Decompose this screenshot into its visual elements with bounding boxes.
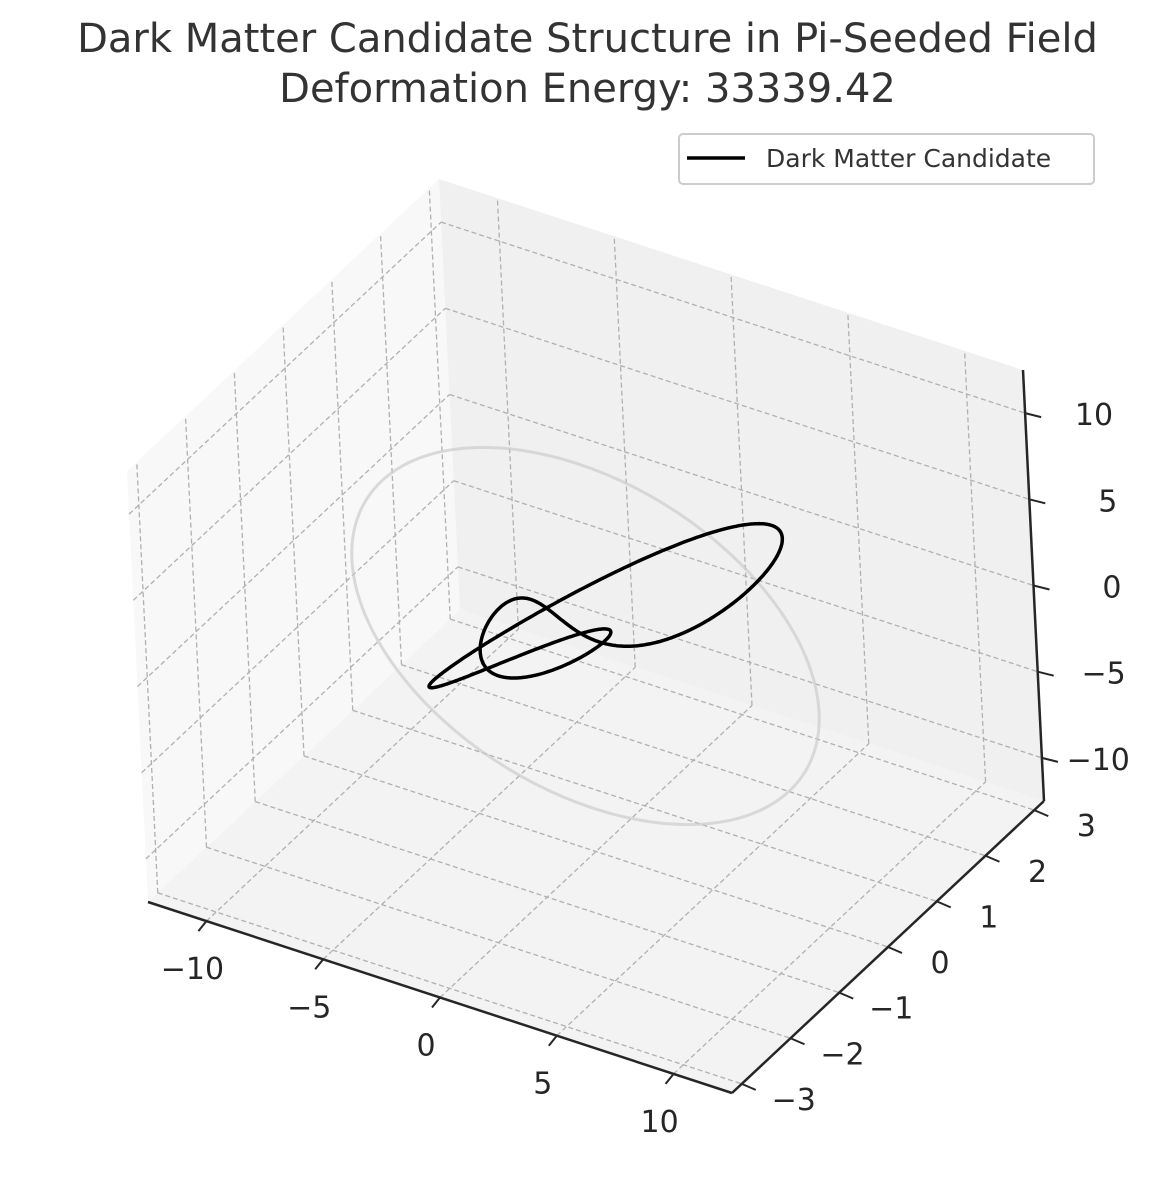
grid-back-z (453, 480, 1038, 673)
pane-left (127, 179, 460, 902)
x-tick-label: 0 (416, 1029, 435, 1064)
y-tick-mark (790, 1037, 805, 1046)
y-tick-mark (936, 900, 952, 909)
grid-left-z (137, 394, 450, 687)
z-tick-label: −5 (1081, 657, 1125, 692)
legend-label: Dark Matter Candidate (766, 144, 1051, 173)
grid-left-z (145, 566, 459, 860)
x-tick-mark (431, 996, 441, 1009)
z-tick-label: 5 (1098, 484, 1117, 519)
z-tick-mark (1037, 670, 1054, 677)
y-tick-label: 0 (930, 946, 949, 981)
z-tick-label: −10 (1067, 743, 1130, 778)
grid-back-z (445, 307, 1030, 500)
x-tick-mark (197, 920, 208, 932)
series-dark-matter-candidate (427, 521, 785, 690)
y-tick-label: 2 (1028, 855, 1047, 890)
x-tick-label: 10 (641, 1105, 679, 1140)
grid-back-z (440, 221, 1026, 414)
grid-floor-x (673, 781, 987, 1075)
z-tick-mark (1024, 412, 1042, 419)
grid-floor-y (206, 846, 791, 1039)
series-ring (350, 445, 821, 827)
grid-floor-y (450, 618, 1035, 811)
x-tick-label: −5 (287, 990, 331, 1025)
grid-left-z (132, 307, 446, 601)
y-tick-label: −3 (772, 1083, 816, 1118)
y-tick-label: 3 (1077, 809, 1096, 844)
y-tick-mark (741, 1082, 757, 1091)
grid-floor-y (352, 709, 937, 902)
y-tick-label: −2 (820, 1037, 864, 1072)
grid-floor-x (556, 743, 870, 1037)
legend-box (678, 133, 1095, 185)
y-tick-mark (838, 991, 854, 1000)
legend: Dark Matter Candidate (678, 133, 1095, 185)
y-tick-mark (985, 854, 1000, 863)
grid-floor-y (401, 664, 986, 857)
grid-back-z (449, 393, 1034, 587)
z-tick-label: 10 (1075, 398, 1113, 433)
grid-floor-y (255, 801, 840, 994)
y-tick-label: 1 (979, 900, 998, 935)
z-tick-mark (1041, 756, 1059, 763)
y-tick-mark (1033, 809, 1049, 818)
grid-back-z (457, 566, 1043, 759)
y-tick-mark (887, 946, 903, 954)
x-tick-mark (314, 958, 324, 970)
z-tick-mark (1033, 584, 1050, 591)
chart-subtitle: Deformation Energy: 33339.42 (279, 66, 896, 112)
grid-left-z (128, 221, 442, 515)
grid-left-z (141, 480, 455, 774)
x-tick-label: 5 (533, 1067, 552, 1102)
grid-floor-x (439, 705, 753, 998)
chart-title: Dark Matter Candidate Structure in Pi-Se… (77, 16, 1098, 62)
x-tick-mark (664, 1073, 675, 1085)
grid-floor-y (157, 892, 742, 1085)
grid-lines (128, 188, 1043, 1085)
z-tick-mark (1029, 498, 1046, 505)
series-group (427, 521, 785, 690)
grid-floor-x (322, 666, 636, 960)
x-tick-mark (548, 1035, 558, 1047)
z-tick-label: 0 (1102, 571, 1121, 606)
grid-floor-y (303, 755, 889, 948)
x-tick-label: −10 (161, 952, 224, 987)
ghost-ring (350, 445, 821, 827)
y-tick-label: −1 (869, 992, 913, 1027)
